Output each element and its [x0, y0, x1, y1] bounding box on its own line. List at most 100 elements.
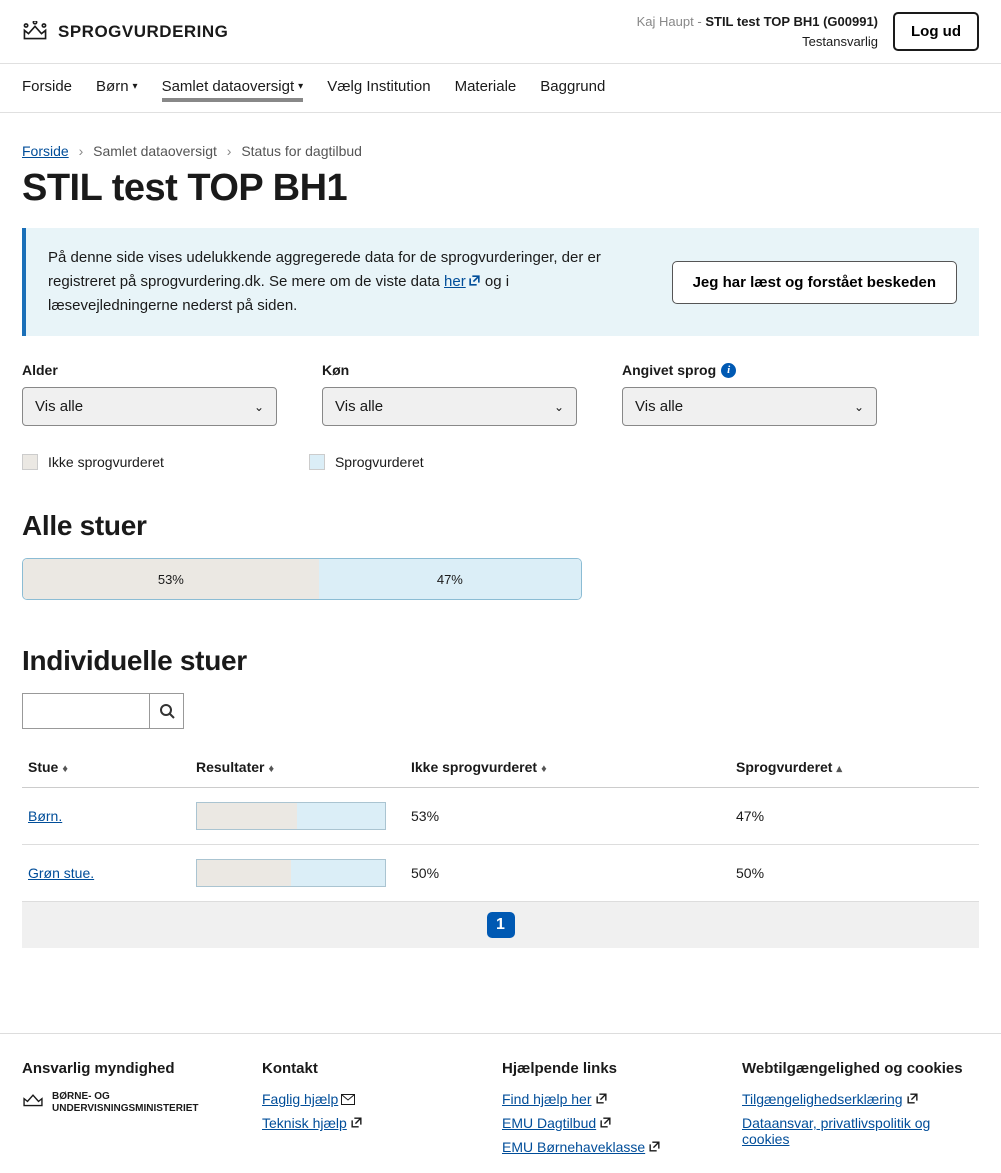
cell-yes: 47% — [730, 788, 979, 845]
bar-segment-not — [197, 860, 291, 886]
sort-icon: ♦ — [541, 763, 547, 775]
chevron-down-icon: ⌄ — [254, 400, 264, 414]
main-nav: Forside Børn▾ Samlet dataoversigt▾ Vælg … — [0, 64, 1001, 113]
logo[interactable]: SPROGVURDERING — [22, 21, 228, 43]
legend: Ikke sprogvurderet Sprogvurderet — [22, 454, 979, 470]
external-link-icon — [648, 1140, 661, 1153]
link-teknisk[interactable]: Teknisk hjælp — [262, 1115, 347, 1131]
external-link-icon — [350, 1116, 363, 1129]
select-kon[interactable]: Vis alle⌄ — [322, 387, 577, 426]
link-find[interactable]: Find hjælp her — [502, 1091, 592, 1107]
th-yes[interactable]: Sprogvurderet▴ — [730, 749, 979, 788]
logout-button[interactable]: Log ud — [893, 12, 979, 51]
external-link-icon — [468, 274, 481, 287]
footer-authority-heading: Ansvarlig myndighed — [22, 1060, 222, 1077]
external-link-icon — [906, 1092, 919, 1105]
legend-yes: Sprogvurderet — [309, 454, 424, 470]
th-resultater[interactable]: Resultater♦ — [190, 749, 405, 788]
info-icon[interactable]: i — [721, 363, 736, 378]
select-sprog[interactable]: Vis alle⌄ — [622, 387, 877, 426]
link-data[interactable]: Dataansvar, privatlivspolitik og cookies — [742, 1115, 930, 1147]
sort-up-icon: ▴ — [836, 763, 842, 775]
bar-segment-yes — [291, 860, 385, 886]
link-faglig[interactable]: Faglig hjælp — [262, 1091, 338, 1107]
page-title: STIL test TOP BH1 — [22, 167, 979, 210]
external-link-icon — [599, 1116, 612, 1129]
footer-kontakt: Kontakt Faglig hjælp Teknisk hjælp — [262, 1060, 462, 1163]
breadcrumb: Forside › Samlet dataoversigt › Status f… — [22, 143, 979, 159]
mini-bar — [196, 859, 386, 887]
link-emu-bh[interactable]: EMU Børnehaveklasse — [502, 1139, 645, 1155]
footer-web: Webtilgængelighed og cookies Tilgængelig… — [742, 1060, 979, 1163]
chevron-down-icon: ▾ — [133, 81, 138, 92]
swatch-not — [22, 454, 38, 470]
nav-materiale[interactable]: Materiale — [455, 78, 517, 98]
info-box: På denne side vises udelukkende aggreger… — [22, 228, 979, 336]
footer-kontakt-heading: Kontakt — [262, 1060, 462, 1077]
filter-kon-label: Køn — [322, 362, 577, 378]
breadcrumb-samlet[interactable]: Samlet dataoversigt — [93, 143, 217, 159]
table-row: Børn. 53%47% — [22, 788, 979, 845]
nav-forside[interactable]: Forside — [22, 78, 72, 98]
search-icon — [159, 703, 175, 719]
bar-segment-yes: 47% — [319, 559, 581, 599]
main-content: Forside › Samlet dataoversigt › Status f… — [0, 113, 1001, 998]
search-button[interactable] — [150, 693, 184, 729]
breadcrumb-forside[interactable]: Forside — [22, 143, 69, 159]
info-dismiss-button[interactable]: Jeg har læst og forstået beskeden — [672, 261, 957, 304]
select-alder[interactable]: Vis alle⌄ — [22, 387, 277, 426]
nav-baggrund[interactable]: Baggrund — [540, 78, 605, 98]
chevron-down-icon: ▾ — [298, 81, 303, 92]
chevron-down-icon: ⌄ — [554, 400, 564, 414]
stuer-table: Stue♦ Resultater♦ Ikke sprogvurderet♦ Sp… — [22, 749, 979, 902]
page-number-current[interactable]: 1 — [487, 912, 515, 938]
breadcrumb-current: Status for dagtilbud — [241, 143, 362, 159]
search-input[interactable] — [22, 693, 150, 729]
bar-segment-not — [197, 803, 297, 829]
filter-alder-label: Alder — [22, 362, 277, 378]
cell-not: 53% — [405, 788, 730, 845]
cell-yes: 50% — [730, 845, 979, 902]
stue-link[interactable]: Grøn stue. — [28, 865, 94, 881]
nav-born[interactable]: Børn▾ — [96, 78, 138, 98]
footer-links: Hjælpende links Find hjælp her EMU Dagti… — [502, 1060, 702, 1163]
th-stue[interactable]: Stue♦ — [22, 749, 190, 788]
filter-sprog-label: Angivet sprogi — [622, 362, 877, 378]
info-link-her[interactable]: her — [444, 273, 481, 290]
nav-samlet[interactable]: Samlet dataoversigt▾ — [162, 78, 304, 102]
filter-kon: Køn Vis alle⌄ — [322, 362, 577, 426]
ministry-logo: BØRNE- OG UNDERVISNINGSMINISTERIET — [22, 1091, 222, 1115]
brand-text: SPROGVURDERING — [58, 22, 228, 42]
user-org: STIL test TOP BH1 (G00991) — [705, 14, 878, 29]
info-text: På denne side vises udelukkende aggreger… — [48, 246, 608, 318]
table-row: Grøn stue. 50%50% — [22, 845, 979, 902]
cell-not: 50% — [405, 845, 730, 902]
crown-icon — [22, 21, 48, 43]
stue-link[interactable]: Børn. — [28, 808, 62, 824]
user-role: Testansvarlig — [637, 32, 878, 52]
user-block: Kaj Haupt - STIL test TOP BH1 (G00991) T… — [637, 12, 979, 51]
mail-icon — [341, 1094, 355, 1105]
crown-icon — [22, 1091, 44, 1109]
footer-authority: Ansvarlig myndighed BØRNE- OG UNDERVISNI… — [22, 1060, 222, 1163]
user-name: Kaj Haupt — [637, 14, 694, 29]
site-header: SPROGVURDERING Kaj Haupt - STIL test TOP… — [0, 0, 1001, 64]
filters: Alder Vis alle⌄ Køn Vis alle⌄ Angivet sp… — [22, 362, 979, 426]
sort-icon: ♦ — [62, 763, 68, 775]
link-emu-dag[interactable]: EMU Dagtilbud — [502, 1115, 596, 1131]
nav-vaelg[interactable]: Vælg Institution — [327, 78, 430, 98]
pagination: 1 — [22, 902, 979, 948]
bar-segment-not: 53% — [23, 559, 319, 599]
legend-not: Ikke sprogvurderet — [22, 454, 164, 470]
swatch-yes — [309, 454, 325, 470]
th-not[interactable]: Ikke sprogvurderet♦ — [405, 749, 730, 788]
filter-sprog: Angivet sprogi Vis alle⌄ — [622, 362, 877, 426]
footer-web-heading: Webtilgængelighed og cookies — [742, 1060, 979, 1077]
footer-links-heading: Hjælpende links — [502, 1060, 702, 1077]
link-tilg[interactable]: Tilgængelighedserklæring — [742, 1091, 903, 1107]
heading-individuelle: Individuelle stuer — [22, 645, 979, 677]
chevron-down-icon: ⌄ — [854, 400, 864, 414]
user-text: Kaj Haupt - STIL test TOP BH1 (G00991) T… — [637, 12, 878, 51]
external-link-icon — [595, 1092, 608, 1105]
bar-segment-yes — [297, 803, 385, 829]
